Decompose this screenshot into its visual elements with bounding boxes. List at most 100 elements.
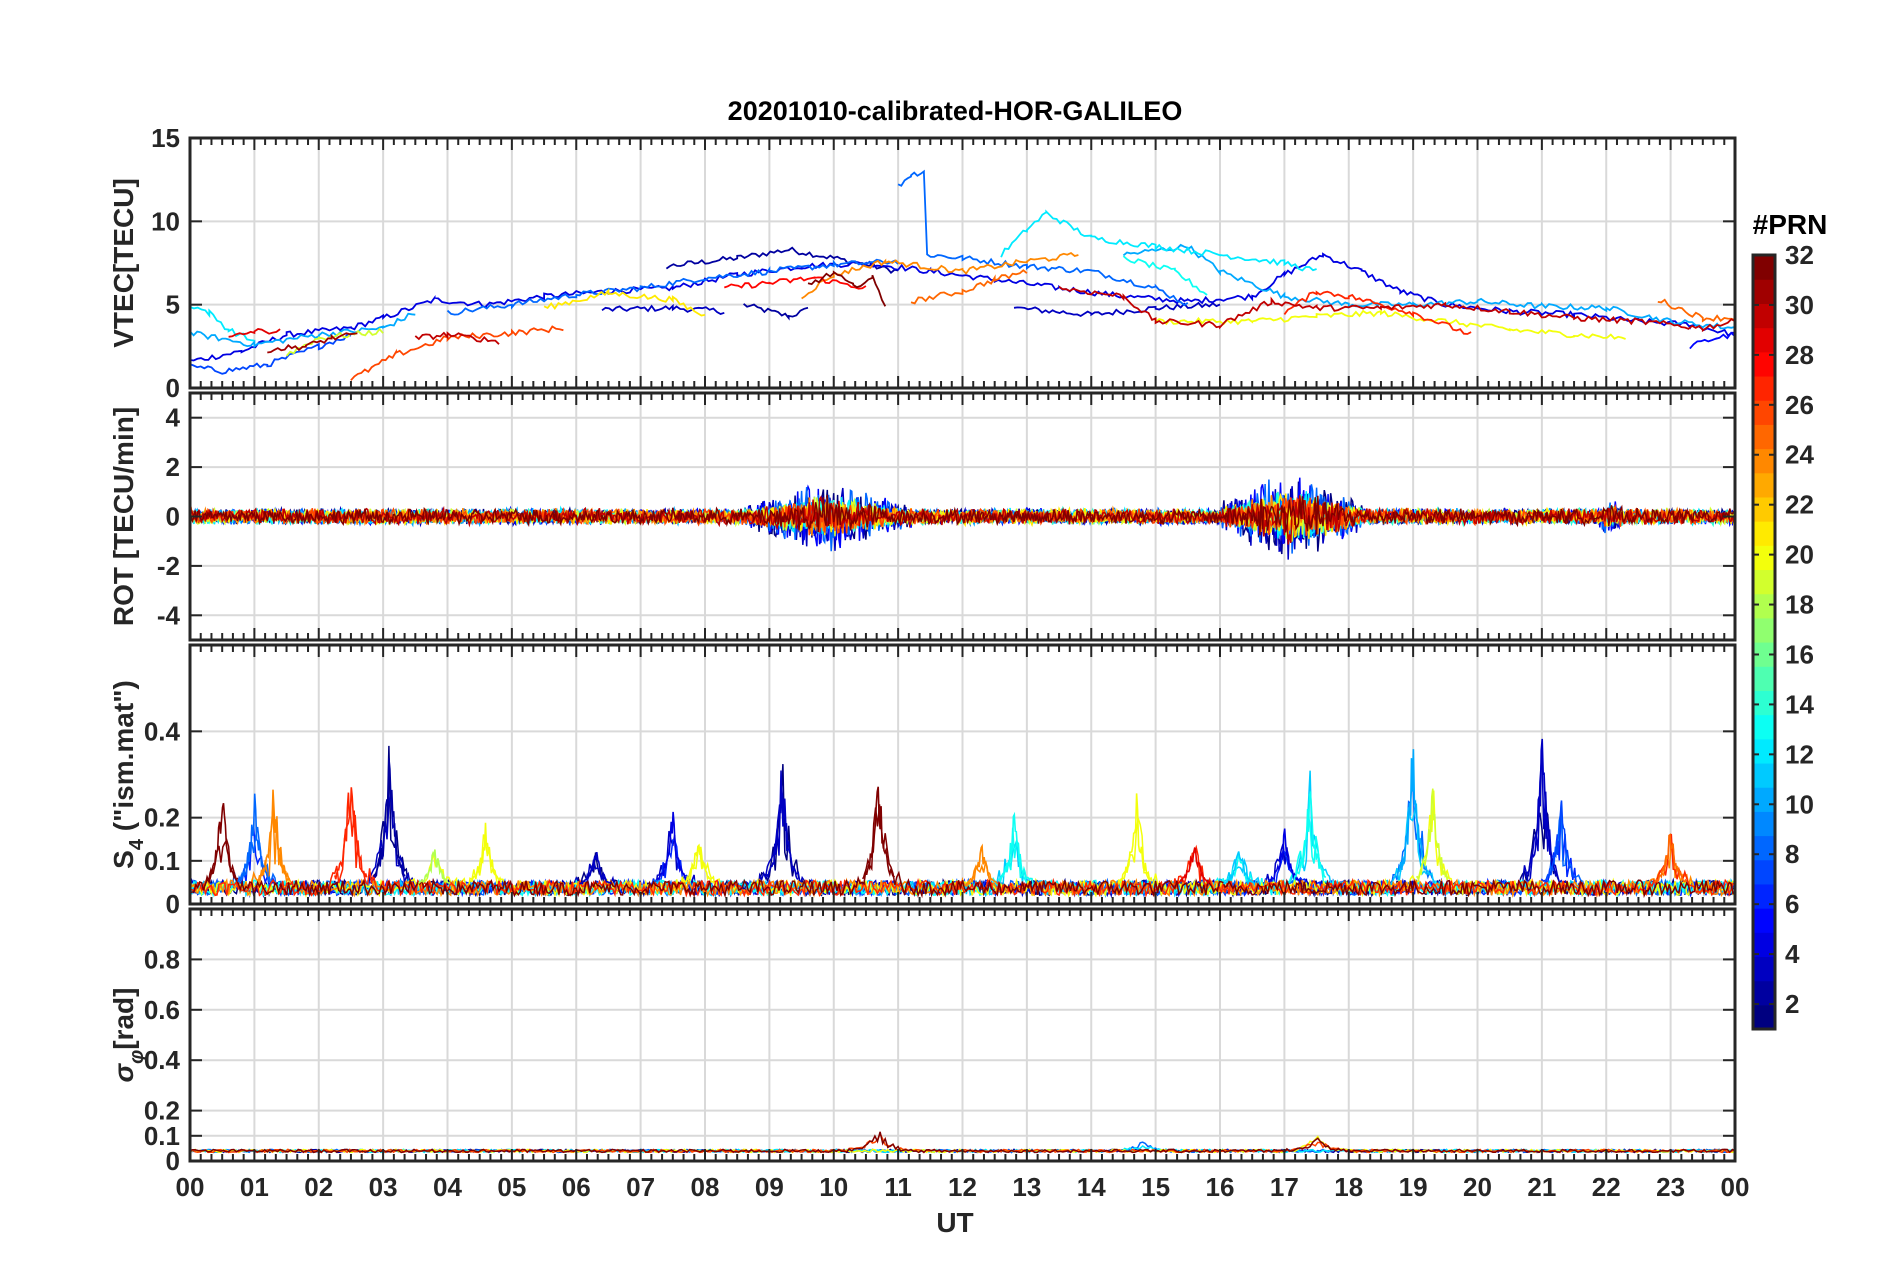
- y-tick-label: 0.2: [144, 1096, 180, 1126]
- colorbar-step: [1753, 932, 1775, 958]
- s4-spike: [1119, 793, 1153, 882]
- vtec-series-prn-13: [1122, 255, 1208, 296]
- colorbar-step: [1753, 835, 1775, 861]
- panel-4: 00.10.2 0.4 0.6 0.8 σφ[rad]: [108, 907, 1737, 1176]
- colorbar-tick-label: 18: [1785, 590, 1814, 620]
- colorbar-step: [1753, 617, 1775, 643]
- x-tick-label: 19: [1399, 1172, 1428, 1202]
- s4-spike: [417, 849, 451, 885]
- colorbar-tick-label: 20: [1785, 540, 1814, 570]
- colorbar-step: [1753, 255, 1775, 280]
- vtec-series-prn-3: [601, 303, 725, 315]
- vtec-series-prn-2: [743, 303, 809, 321]
- vtec-series-prn-24: [801, 251, 1079, 300]
- x-tick-label: 05: [497, 1172, 526, 1202]
- y-tick-label: 0.1: [144, 1121, 180, 1151]
- vtec-series-prn-8: [897, 169, 1189, 307]
- colorbar-tick-label: 28: [1785, 340, 1814, 370]
- panel-3: 0 0.1 0.2 0.4S4 ("ism.mat"): [108, 643, 1737, 919]
- colorbar-step: [1753, 375, 1775, 401]
- s4-spike: [862, 786, 896, 880]
- x-tick-label: 22: [1592, 1172, 1621, 1202]
- s4-spike: [1267, 828, 1301, 884]
- vtec-series-prn-21: [543, 287, 706, 317]
- s4-spike: [579, 852, 612, 885]
- colorbar-step: [1753, 762, 1775, 788]
- vtec-series-prn-7: [190, 333, 352, 375]
- colorbar-tick-label: 16: [1785, 639, 1814, 669]
- chart-title: 20201010-calibrated-HOR-GALILEO: [728, 96, 1183, 126]
- vtec-series-prn-32: [807, 270, 887, 307]
- y-axis-label: S4 ("ism.mat"): [108, 680, 148, 869]
- y-tick-label: 0.1: [144, 846, 180, 876]
- colorbar-step: [1753, 956, 1775, 982]
- y-axis-label: ROT [TECU/min]: [108, 407, 139, 626]
- x-tick-label: 15: [1141, 1172, 1170, 1202]
- colorbar-step: [1753, 351, 1775, 377]
- colorbar-step: [1753, 472, 1775, 498]
- x-tick-label: 00: [1721, 1172, 1750, 1202]
- colorbar-tick-label: 24: [1785, 440, 1814, 470]
- colorbar-step: [1753, 279, 1775, 304]
- colorbar-tick-label: 2: [1785, 989, 1799, 1019]
- y-axis-label: VTEC[TECU]: [108, 178, 139, 348]
- x-axis: 00 01 02 03 04 05 06 07 08 09 10 11 12 13 14 15 16 17 18 19…: [176, 1172, 1750, 1202]
- vtec-series-prn-25: [910, 269, 1028, 305]
- colorbar-tick-label: 32: [1785, 240, 1814, 270]
- x-tick-label: 21: [1527, 1172, 1556, 1202]
- y-tick-label: 5: [166, 290, 180, 320]
- colorbar-step: [1753, 642, 1775, 667]
- vtec-series-prn-30: [414, 331, 500, 345]
- colorbar-step: [1753, 666, 1775, 691]
- rot-series-prn-32: [190, 494, 1735, 536]
- y-tick-label: 0: [166, 889, 180, 919]
- panel-2: -4 -2 0 2 4 ROT [TECU/min]: [108, 391, 1737, 642]
- s4-spike: [1293, 790, 1326, 881]
- vtec-series-prn-30: [1058, 285, 1735, 333]
- ticks: [189, 645, 1736, 905]
- s4-spike: [1223, 851, 1256, 885]
- s4-spike: [205, 803, 239, 882]
- y-axis-label: σφ[rad]: [108, 988, 148, 1083]
- vtec-series-prn-31: [267, 332, 358, 354]
- x-tick-label: 01: [240, 1172, 269, 1202]
- x-tick-label: 11: [884, 1172, 912, 1202]
- series-group: [190, 738, 1734, 899]
- colorbar-step: [1753, 545, 1775, 571]
- s4-spike: [765, 788, 799, 880]
- x-tick-label: 08: [691, 1172, 720, 1202]
- colorbar-step: [1753, 980, 1775, 1006]
- colorbar-frame: [1751, 253, 1777, 1031]
- y-tick-label: -4: [157, 600, 181, 630]
- colorbar-step: [1753, 738, 1775, 764]
- ticks: [189, 909, 1736, 1162]
- s4-spike: [1396, 749, 1430, 878]
- y-tick-label: 0.6: [144, 995, 180, 1025]
- colorbar-step: [1753, 521, 1775, 546]
- x-tick-label: 02: [304, 1172, 333, 1202]
- x-tick-label: 16: [1206, 1172, 1235, 1202]
- x-tick-label: 14: [1077, 1172, 1106, 1202]
- colorbar-step: [1753, 690, 1775, 716]
- y-tick-label: 0.4: [144, 716, 181, 746]
- panel-1: 0 5 10 15 VTEC[TECU]: [108, 123, 1737, 403]
- s4-spike: [997, 811, 1031, 883]
- s4-spike: [656, 811, 690, 882]
- ticks: [189, 393, 1736, 640]
- x-tick-label: 23: [1656, 1172, 1685, 1202]
- colorbar-step: [1753, 1004, 1775, 1030]
- vtec-series-prn-20: [1155, 309, 1626, 340]
- colorbar-tick-label: 22: [1785, 490, 1814, 520]
- colorbar-step: [1753, 811, 1775, 837]
- x-tick-label: 00: [176, 1172, 205, 1202]
- x-tick-label: 06: [562, 1172, 591, 1202]
- y-tick-label: 15: [151, 123, 180, 153]
- x-tick-label: 09: [755, 1172, 784, 1202]
- colorbar-step: [1753, 448, 1775, 474]
- y-tick-label: 0.4: [144, 1045, 181, 1075]
- x-tick-label: 10: [819, 1172, 848, 1202]
- ticks: [189, 137, 1736, 389]
- s4-spike: [965, 843, 999, 886]
